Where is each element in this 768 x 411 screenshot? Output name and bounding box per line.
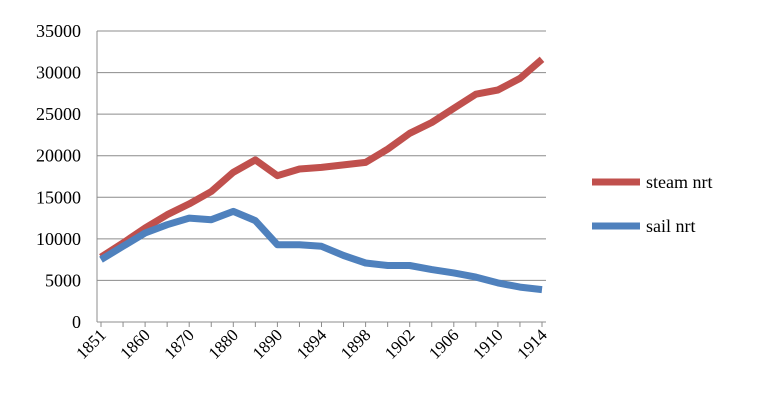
gridlines bbox=[97, 30, 546, 281]
y-tick-label: 10000 bbox=[36, 229, 81, 249]
x-tick-label: 1902 bbox=[381, 325, 418, 362]
legend-label-steam-nrt: steam nrt bbox=[646, 172, 712, 192]
y-tick-label: 15000 bbox=[36, 187, 81, 207]
legend-label-sail-nrt: sail nrt bbox=[646, 216, 696, 236]
y-tick-label: 0 bbox=[72, 312, 81, 332]
series-line-steam-nrt bbox=[99, 56, 545, 261]
series-line-sail-nrt bbox=[99, 207, 543, 294]
y-tick-label: 30000 bbox=[36, 63, 81, 83]
x-tick-label: 1898 bbox=[337, 325, 374, 362]
x-tick-label: 1870 bbox=[161, 325, 198, 362]
x-tick-label: 1906 bbox=[425, 325, 462, 362]
x-tick-label: 1890 bbox=[249, 325, 286, 362]
y-tick-label: 35000 bbox=[36, 21, 81, 41]
legend: steam nrt sail nrt bbox=[592, 172, 712, 236]
y-tick-label: 5000 bbox=[45, 270, 81, 290]
x-tick-label: 1914 bbox=[513, 325, 551, 363]
x-tick-label: 1880 bbox=[205, 325, 242, 362]
y-tick-label: 20000 bbox=[36, 146, 81, 166]
x-tick-label: 1910 bbox=[469, 325, 506, 362]
y-tick-label: 25000 bbox=[36, 104, 81, 124]
x-tick-label: 1894 bbox=[293, 325, 331, 363]
series-lines bbox=[99, 56, 545, 294]
x-tick-label: 1860 bbox=[116, 325, 153, 362]
